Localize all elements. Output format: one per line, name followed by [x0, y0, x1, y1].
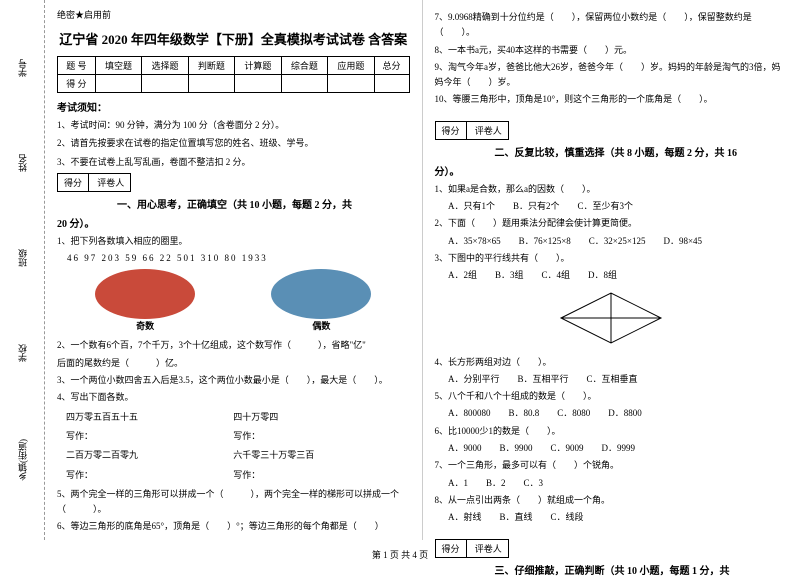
question: 8、一本书a元，买40本这样的书需要（ ）元。: [435, 43, 789, 58]
th: 综合题: [281, 57, 327, 75]
th: 总分: [374, 57, 409, 75]
section1-title: 一、用心思考，正确填空（共 10 小题，每题 2 分，共: [57, 196, 410, 211]
options: A．1 B．2 C．3: [448, 476, 788, 491]
question: 7、一个三角形，最多可以有（ ）个锐角。: [435, 458, 789, 473]
question: 1、把下列各数填入相应的圈里。: [57, 234, 410, 249]
binding-label: 姓名: [16, 154, 29, 172]
left-column: 绝密★启用前 辽宁省 2020 年四年级数学【下册】全真模拟考试试卷 含答案 题…: [45, 0, 423, 540]
options: A．800080 B．80.8 C．8080 D．8800: [448, 406, 788, 421]
td: [95, 75, 141, 93]
question: 4、写出下面各数。: [57, 390, 410, 405]
td: [188, 75, 234, 93]
question: 9、淘气今年a岁，爸爸比他大26岁，爸爸今年（ ）岁。妈妈的年龄是淘气的3倍，妈…: [435, 60, 789, 91]
q4d: 写作：: [233, 429, 409, 444]
td: [281, 75, 327, 93]
binding-label: 学校: [16, 344, 29, 362]
odd-oval: [95, 269, 195, 319]
section2-title2: 分）。: [435, 163, 789, 178]
two-col: 四万零五百五十五 四十万零四: [57, 408, 410, 427]
question: 10、等腰三角形中，顶角是10°，则这个三角形的一个底角是（ ）。: [435, 92, 789, 107]
question: 7、9.0968精确到十分位约是（ ），保留两位小数约是（ ），保留整数约是（ …: [435, 10, 789, 41]
question: 3、一个两位小数四舍五入后是3.5，这个两位小数最小是（ ），最大是（ ）。: [57, 373, 410, 388]
even-oval: [271, 269, 371, 319]
th: 填空题: [95, 57, 141, 75]
options: A．2组 B．3组 C．4组 D．8组: [448, 268, 788, 283]
question: 5、两个完全一样的三角形可以拼成一个（ ），两个完全一样的梯形可以拼成一个（ ）…: [57, 487, 410, 518]
grader-box: 得分 评卷人: [57, 173, 131, 192]
table-row: 题 号 填空题 选择题 判断题 计算题 综合题 应用题 总分: [58, 57, 410, 75]
page-footer: 第 1 页 共 4 页: [0, 548, 800, 561]
diamond-figure: [435, 288, 789, 351]
score-label: 得分: [436, 122, 467, 139]
exam-title: 辽宁省 2020 年四年级数学【下册】全真模拟考试试卷 含答案: [57, 29, 410, 48]
th: 题 号: [58, 57, 96, 75]
question: 8、从一点引出两条（ ）就组成一个角。: [435, 493, 789, 508]
two-col: 二百万零二百零九 六千零三十万零三百: [57, 446, 410, 465]
odd-label: 奇数: [95, 319, 195, 332]
q4h: 写作：: [233, 468, 409, 483]
binding-label: 学号: [16, 59, 29, 77]
section1-title2: 20 分）。: [57, 215, 410, 230]
ovals-container: 奇数 偶数: [57, 269, 410, 332]
right-column: 7、9.0968精确到十分位约是（ ），保留两位小数约是（ ），保留整数约是（ …: [423, 0, 800, 540]
q4f: 六千零三十万零三百: [233, 448, 409, 463]
grader-label: 评卷人: [469, 122, 508, 139]
th: 计算题: [235, 57, 281, 75]
th: 选择题: [142, 57, 188, 75]
score-table: 题 号 填空题 选择题 判断题 计算题 综合题 应用题 总分 得 分: [57, 56, 410, 93]
q4b: 四十万零四: [233, 410, 409, 425]
content-area: 绝密★启用前 辽宁省 2020 年四年级数学【下册】全真模拟考试试卷 含答案 题…: [45, 0, 800, 540]
binding-label: 班级: [16, 249, 29, 267]
section3-title: 三、仔细推敲，正确判断（共 10 小题，每题 1 分，共: [435, 562, 789, 577]
options: A．分别平行 B．互相平行 C．互相垂直: [448, 372, 788, 387]
question: 6、等边三角形的底角是65°，顶角是（ ）°；等边三角形的每个角都是（ ）: [57, 519, 410, 534]
td: [328, 75, 374, 93]
th: 应用题: [328, 57, 374, 75]
notice-item: 1、考试时间：90 分钟，满分为 100 分（含卷面分 2 分）。: [57, 118, 410, 132]
question: 6、比10000少1的数是（ ）。: [435, 424, 789, 439]
grader-label: 评卷人: [91, 174, 130, 191]
options: A．9000 B．9900 C．9009 D．9999: [448, 441, 788, 456]
question: 4、长方形两组对边（ ）。: [435, 355, 789, 370]
notice-head: 考试须知：: [57, 99, 410, 114]
oval-group: 奇数: [95, 269, 195, 332]
two-col: 写作： 写作：: [57, 427, 410, 446]
section2-title: 二、反复比较，慎重选择（共 8 小题，每题 2 分，共 16: [435, 144, 789, 159]
q4g: 写作：: [57, 468, 233, 483]
question: 2、下面（ ）题用乘法分配律会使计算更简便。: [435, 216, 789, 231]
even-label: 偶数: [271, 319, 371, 332]
question: 1、如果a是合数，那么a的因数（ ）。: [435, 182, 789, 197]
score-label: 得分: [58, 174, 89, 191]
question: 3、下图中的平行线共有（ ）。: [435, 251, 789, 266]
td: 得 分: [58, 75, 96, 93]
td: [142, 75, 188, 93]
diamond-icon: [521, 288, 701, 348]
oval-group: 偶数: [271, 269, 371, 332]
question: 后面的尾数约是（ ）亿。: [57, 356, 410, 371]
binding-margin: 学号 姓名 班级 学校 乡镇(街道): [0, 0, 45, 540]
secret-tag: 绝密★启用前: [57, 8, 410, 21]
options: A．35×78×65 B．76×125×8 C．32×25×125 D．98×4…: [448, 234, 788, 249]
options: A．只有1个 B．只有2个 C．至少有3个: [448, 199, 788, 214]
number-list: 46 97 203 59 66 22 501 310 80 1933: [67, 253, 410, 263]
q4c: 写作：: [57, 429, 233, 444]
notice-item: 3、不要在试卷上乱写乱画，卷面不整洁扣 2 分。: [57, 155, 410, 169]
td: [235, 75, 281, 93]
options: A．射线 B．直线 C．线段: [448, 510, 788, 525]
q4a: 四万零五百五十五: [57, 410, 233, 425]
two-col: 写作： 写作：: [57, 466, 410, 485]
question: 5、八个千和八个十组成的数是（ ）。: [435, 389, 789, 404]
table-row: 得 分: [58, 75, 410, 93]
q4e: 二百万零二百零九: [57, 448, 233, 463]
td: [374, 75, 409, 93]
th: 判断题: [188, 57, 234, 75]
exam-page: 学号 姓名 班级 学校 乡镇(街道) 绝密★启用前 辽宁省 2020 年四年级数…: [0, 0, 800, 540]
question: 2、一个数有6个百，7个千万，3个十亿组成，这个数写作（ ），省略"亿": [57, 338, 410, 353]
notice-item: 2、请首先按要求在试卷的指定位置填写您的姓名、班级、学号。: [57, 136, 410, 150]
binding-label: 乡镇(街道): [16, 439, 29, 481]
grader-box: 得分 评卷人: [435, 121, 509, 140]
